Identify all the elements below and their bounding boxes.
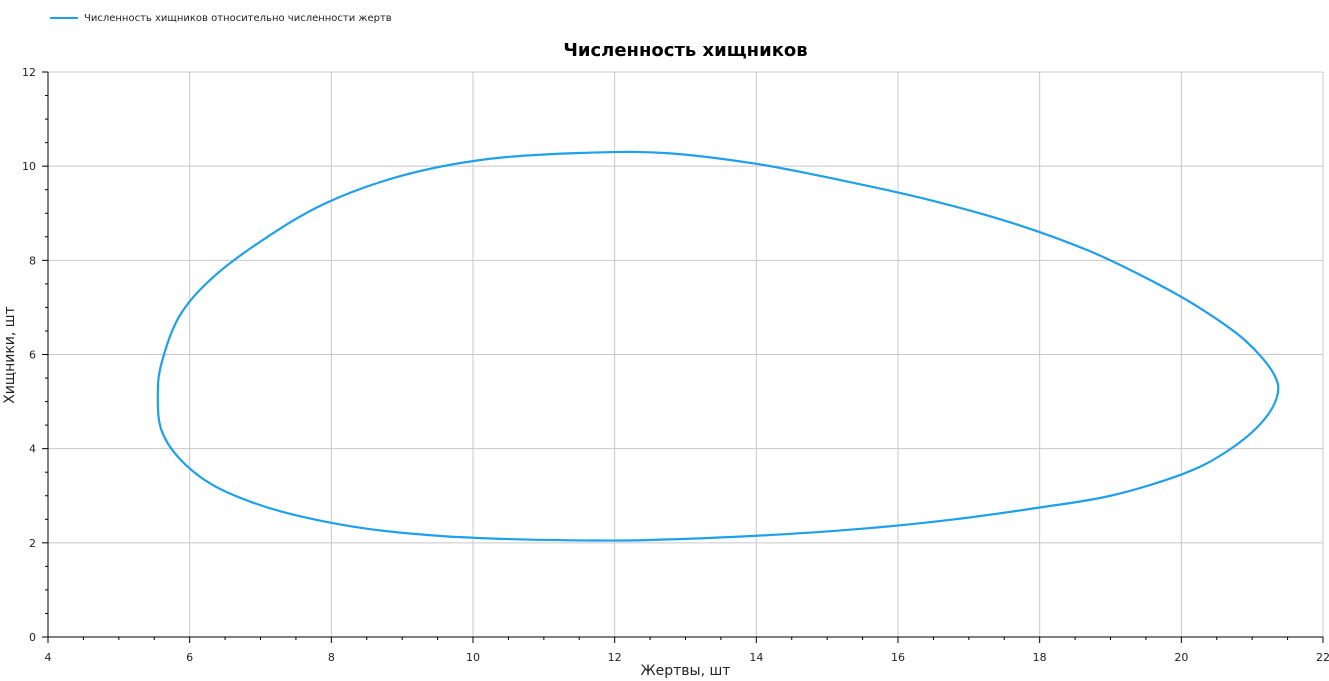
y-tick-label: 2: [29, 537, 36, 550]
x-tick-label: 8: [328, 651, 335, 664]
x-tick-label: 16: [891, 651, 905, 664]
y-axis-label: Хищники, шт: [2, 306, 18, 404]
grid: [48, 71, 1324, 637]
x-tick-label: 10: [466, 651, 480, 664]
x-tick-label: 20: [1174, 651, 1188, 664]
legend: Численность хищников относительно числен…: [50, 11, 392, 25]
ticks: 4 6 8 10 12 14 16 18 20 22 0 2 4 6 8 10 12: [22, 66, 1329, 664]
x-tick-label: 22: [1316, 651, 1329, 664]
x-tick-label: 12: [608, 651, 622, 664]
y-tick-label: 10: [22, 160, 36, 173]
series-line: [156, 150, 1280, 542]
x-tick-label: 18: [1033, 651, 1047, 664]
chart-title: Численность хищников: [563, 40, 808, 61]
legend-swatch: [50, 17, 78, 19]
x-tick-label: 6: [186, 651, 193, 664]
x-axis-label: Жертвы, шт: [640, 663, 731, 679]
y-tick-label: 12: [22, 66, 36, 79]
x-tick-label: 4: [45, 651, 52, 664]
legend-label: Численность хищников относительно числен…: [84, 12, 392, 24]
y-tick-label: 0: [29, 631, 36, 644]
y-tick-label: 6: [29, 349, 36, 362]
series: [156, 150, 1280, 542]
y-tick-label: 4: [29, 443, 36, 456]
y-tick-label: 8: [29, 254, 36, 267]
x-tick-label: 14: [749, 651, 763, 664]
